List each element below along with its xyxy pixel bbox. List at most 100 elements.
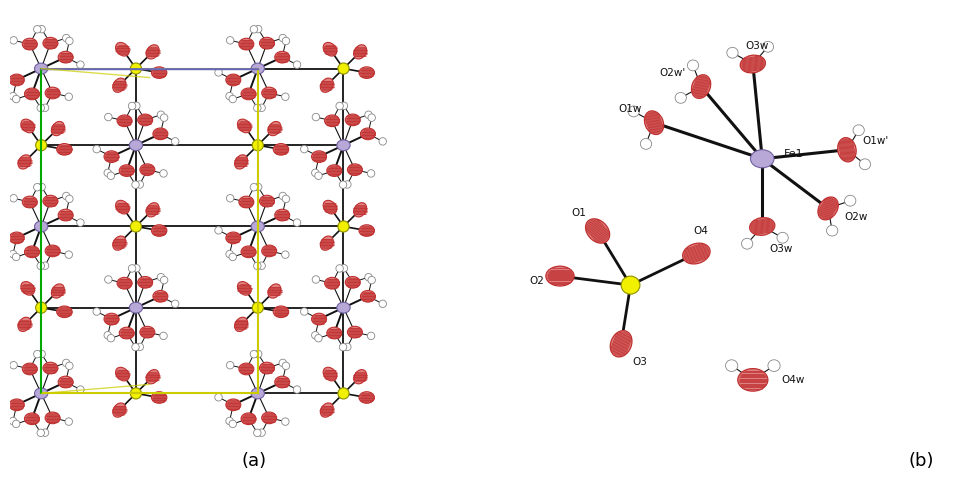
Ellipse shape <box>279 35 286 42</box>
Ellipse shape <box>239 363 253 375</box>
Ellipse shape <box>41 262 49 269</box>
Ellipse shape <box>353 203 367 217</box>
Ellipse shape <box>62 359 70 367</box>
Ellipse shape <box>104 332 111 339</box>
Ellipse shape <box>621 276 640 294</box>
Text: O2w': O2w' <box>660 68 686 78</box>
Ellipse shape <box>65 418 73 425</box>
Text: O3w: O3w <box>746 41 769 51</box>
Ellipse shape <box>344 343 351 351</box>
Ellipse shape <box>45 412 60 424</box>
Ellipse shape <box>353 45 367 59</box>
Text: O4: O4 <box>694 226 708 236</box>
Ellipse shape <box>65 195 73 203</box>
Ellipse shape <box>300 308 308 315</box>
Ellipse shape <box>132 181 139 189</box>
Ellipse shape <box>252 302 263 313</box>
Ellipse shape <box>339 181 347 189</box>
Ellipse shape <box>348 164 362 176</box>
Ellipse shape <box>338 63 349 74</box>
Ellipse shape <box>21 282 35 295</box>
Ellipse shape <box>251 350 257 358</box>
Ellipse shape <box>215 394 223 401</box>
Ellipse shape <box>750 217 775 235</box>
Ellipse shape <box>10 92 16 100</box>
Ellipse shape <box>275 376 290 388</box>
Ellipse shape <box>234 317 248 332</box>
Ellipse shape <box>45 87 60 99</box>
Ellipse shape <box>845 195 856 206</box>
Ellipse shape <box>611 331 632 357</box>
Ellipse shape <box>57 144 72 155</box>
Ellipse shape <box>18 155 31 169</box>
Ellipse shape <box>258 104 265 111</box>
Ellipse shape <box>300 145 308 153</box>
Ellipse shape <box>35 388 48 399</box>
Ellipse shape <box>293 61 300 69</box>
Ellipse shape <box>45 245 60 257</box>
Ellipse shape <box>258 429 265 436</box>
Text: O2: O2 <box>529 276 544 286</box>
Text: O1w': O1w' <box>862 136 888 146</box>
Text: O2w: O2w <box>845 213 868 222</box>
Ellipse shape <box>268 284 281 298</box>
Ellipse shape <box>312 313 326 325</box>
Ellipse shape <box>229 96 236 103</box>
Ellipse shape <box>37 183 45 191</box>
Ellipse shape <box>22 38 37 50</box>
Ellipse shape <box>326 165 342 177</box>
Ellipse shape <box>137 114 153 126</box>
Ellipse shape <box>337 302 350 313</box>
Ellipse shape <box>321 78 333 92</box>
Ellipse shape <box>226 417 233 425</box>
Ellipse shape <box>215 227 223 234</box>
Ellipse shape <box>324 200 337 214</box>
Ellipse shape <box>259 195 275 207</box>
Ellipse shape <box>159 170 167 177</box>
Ellipse shape <box>227 36 234 44</box>
Ellipse shape <box>683 243 710 264</box>
Ellipse shape <box>353 370 367 384</box>
Ellipse shape <box>324 42 337 56</box>
Ellipse shape <box>18 317 31 332</box>
Ellipse shape <box>43 37 58 49</box>
Ellipse shape <box>146 203 159 217</box>
Ellipse shape <box>10 232 24 244</box>
Ellipse shape <box>57 306 72 318</box>
Ellipse shape <box>119 327 134 339</box>
Ellipse shape <box>293 386 300 393</box>
Ellipse shape <box>136 343 144 351</box>
Ellipse shape <box>12 253 20 261</box>
Ellipse shape <box>131 63 141 74</box>
Ellipse shape <box>239 38 253 50</box>
Ellipse shape <box>312 151 326 162</box>
Text: O3: O3 <box>633 357 647 367</box>
Ellipse shape <box>379 138 387 145</box>
Ellipse shape <box>227 361 234 369</box>
Ellipse shape <box>119 165 134 177</box>
Ellipse shape <box>59 51 73 63</box>
Ellipse shape <box>252 140 263 151</box>
Ellipse shape <box>132 102 140 109</box>
Ellipse shape <box>336 264 344 272</box>
Ellipse shape <box>226 399 241 410</box>
Ellipse shape <box>853 125 864 136</box>
Ellipse shape <box>546 266 574 286</box>
Ellipse shape <box>227 194 234 202</box>
Ellipse shape <box>77 61 84 69</box>
Ellipse shape <box>818 197 838 220</box>
Ellipse shape <box>281 251 289 258</box>
Text: Fe1: Fe1 <box>783 149 803 159</box>
Text: O3w: O3w <box>769 244 793 254</box>
Ellipse shape <box>241 413 256 425</box>
Ellipse shape <box>348 326 362 338</box>
Ellipse shape <box>326 327 342 339</box>
Ellipse shape <box>237 119 252 133</box>
Ellipse shape <box>140 326 155 338</box>
Ellipse shape <box>312 332 319 339</box>
Ellipse shape <box>315 335 323 342</box>
Ellipse shape <box>268 121 281 136</box>
Ellipse shape <box>344 181 351 188</box>
Ellipse shape <box>738 369 768 391</box>
Ellipse shape <box>132 264 140 272</box>
